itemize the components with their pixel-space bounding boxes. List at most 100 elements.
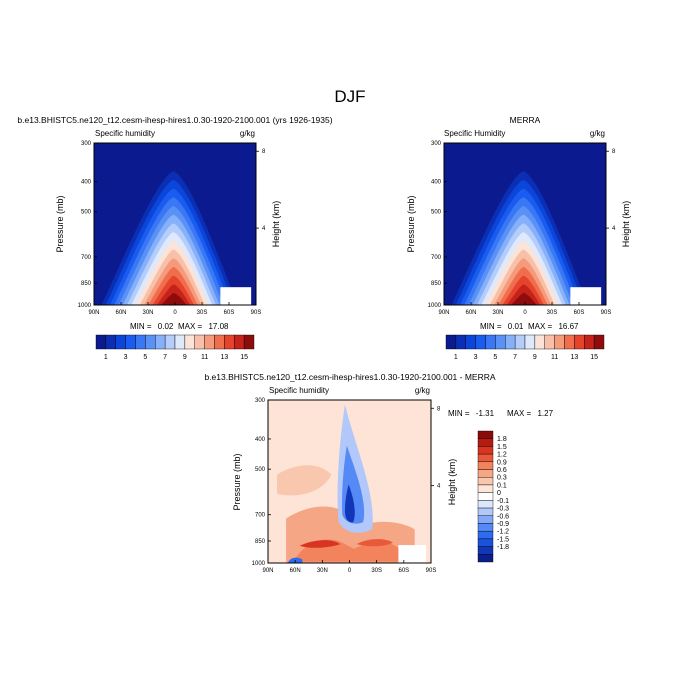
colorbar-swatch: [194, 334, 205, 350]
max-value: 16.67: [558, 322, 579, 331]
x-tick-label: 30S: [547, 310, 558, 316]
x-tick-label: 0: [173, 310, 177, 316]
colorbar-swatch: [477, 546, 494, 555]
colorbar-swatch: [174, 334, 186, 350]
y-tick-label: 500: [431, 210, 442, 216]
colorbar-label: 1.5: [497, 444, 507, 451]
y-axis-right-label: Height (km): [271, 201, 281, 248]
colorbar-swatch: [477, 438, 494, 447]
y-tick-label: 300: [255, 398, 266, 404]
y-right-tick-label: 8: [612, 149, 616, 155]
colorbar-label: 9: [183, 354, 187, 361]
colorbar-swatch: [477, 469, 494, 478]
colorbar-label: -1.5: [497, 536, 509, 543]
colorbar-swatch: [204, 334, 215, 350]
x-tick-label: 60S: [574, 310, 585, 316]
colorbar-swatch: [544, 334, 555, 350]
colorbar-swatch: [477, 507, 494, 516]
max-label-text: MAX =: [507, 409, 532, 418]
x-tick-label: 0: [523, 310, 527, 316]
missing-data-region: [220, 287, 252, 305]
colorbar-swatch: [524, 334, 536, 350]
y-axis-right-label: Height (km): [621, 201, 631, 248]
x-tick-label: 90N: [262, 568, 273, 574]
panel-merra: MERRA Specific Humidity g/kg 90N 60N 30N 0 3…: [406, 115, 631, 361]
y-tick-label: 700: [255, 513, 266, 519]
colorbar-label: 11: [551, 354, 558, 361]
variable-label: Specific Humidity: [444, 129, 505, 138]
y-right-tick-label: 8: [262, 149, 266, 155]
y-tick-label: 300: [431, 141, 442, 147]
y-right-tick-label: 4: [437, 484, 441, 490]
colorbar-label: 0.6: [497, 467, 507, 474]
max-label: MAX = 16.67: [528, 322, 579, 331]
y-right-tick-label: 4: [262, 226, 266, 232]
min-label: MIN = 0.02: [130, 322, 174, 331]
missing-data-region: [570, 287, 602, 305]
y-tick-label: 500: [81, 210, 92, 216]
colorbar-swatch: [145, 334, 156, 350]
x-tick-label: 30S: [197, 310, 208, 316]
colorbar-swatch: [164, 334, 176, 350]
y-axis-label: Pressure (mb): [55, 195, 65, 252]
colorbar-label: 11: [201, 354, 208, 361]
colorbar-swatch: [534, 334, 545, 350]
y-axis-right-label: Height (km): [447, 459, 457, 506]
colorbar-swatch: [234, 334, 245, 350]
colorbar-swatch: [465, 334, 476, 350]
colorbar-swatch: [214, 334, 225, 350]
colorbar-swatch: [243, 334, 255, 350]
colorbar-swatch: [477, 530, 494, 540]
colorbar-label: 1.2: [497, 452, 507, 459]
panel-title: b.e13.BHISTC5.ne120_t12.cesm-ihesp-hires…: [17, 115, 332, 125]
colorbar-swatch: [477, 492, 494, 501]
variable-label: Specific humidity: [269, 386, 329, 395]
panel-difference: b.e13.BHISTC5.ne120_t12.cesm-ihesp-hires…: [204, 372, 553, 574]
x-tick-label: 30N: [142, 310, 153, 316]
missing-data-region: [398, 545, 427, 563]
colorbar-swatch: [477, 453, 494, 463]
min-label-text: MIN =: [480, 322, 502, 331]
colorbar-label: 13: [570, 354, 578, 361]
x-tick-label: 60N: [290, 568, 301, 574]
plot-area: 90N 60N 30N 0 30S 60S 90S 300 400 500 700 850 1000 8 4: [252, 398, 441, 574]
colorbar-swatch: [477, 515, 494, 524]
y-right-tick-label: 4: [612, 226, 616, 232]
colorbar-label: 1: [104, 354, 108, 361]
x-tick-label: 60N: [465, 310, 476, 316]
colorbar-swatch: [477, 430, 494, 439]
colorbar-label: 0: [497, 490, 501, 497]
colorbar-swatch: [564, 334, 575, 350]
y-tick-label: 1000: [428, 303, 442, 309]
colorbar-swatch: [445, 334, 457, 350]
colorbar-swatch: [554, 334, 565, 350]
positive-anomaly: [277, 465, 332, 496]
max-label: MAX = 17.08: [178, 322, 229, 331]
min-value: 0.02: [158, 322, 174, 331]
colorbar-swatch: [115, 334, 126, 350]
colorbar-swatch: [477, 523, 494, 532]
x-tick-label: 90N: [438, 310, 449, 316]
colorbar-swatch: [477, 461, 494, 470]
min-label-text: MIN =: [448, 409, 470, 418]
colorbar-label: 9: [533, 354, 537, 361]
units-label: g/kg: [240, 129, 255, 138]
colorbar-label: 1.8: [497, 436, 507, 443]
min-value: 0.01: [508, 322, 524, 331]
x-tick-label: 90N: [88, 310, 99, 316]
positive-anomaly: [299, 540, 341, 548]
x-tick-label: 60N: [115, 310, 126, 316]
plot-area: 90N 60N 30N 0 30S 60S 90S 300 400 500 700 850 1000 8 4: [428, 141, 616, 316]
colorbar-swatch: [477, 484, 494, 493]
y-tick-label: 850: [255, 539, 266, 545]
colorbar-swatch: [505, 334, 516, 350]
units-label: g/kg: [590, 129, 605, 138]
colorbar-label: 15: [590, 354, 598, 361]
colorbar-swatch: [477, 500, 494, 509]
colorbar-label: 7: [513, 354, 517, 361]
y-tick-label: 1000: [252, 561, 266, 567]
max-label-text: MAX =: [528, 322, 553, 331]
x-tick-label: 90S: [251, 310, 262, 316]
x-tick-label: 30N: [492, 310, 503, 316]
